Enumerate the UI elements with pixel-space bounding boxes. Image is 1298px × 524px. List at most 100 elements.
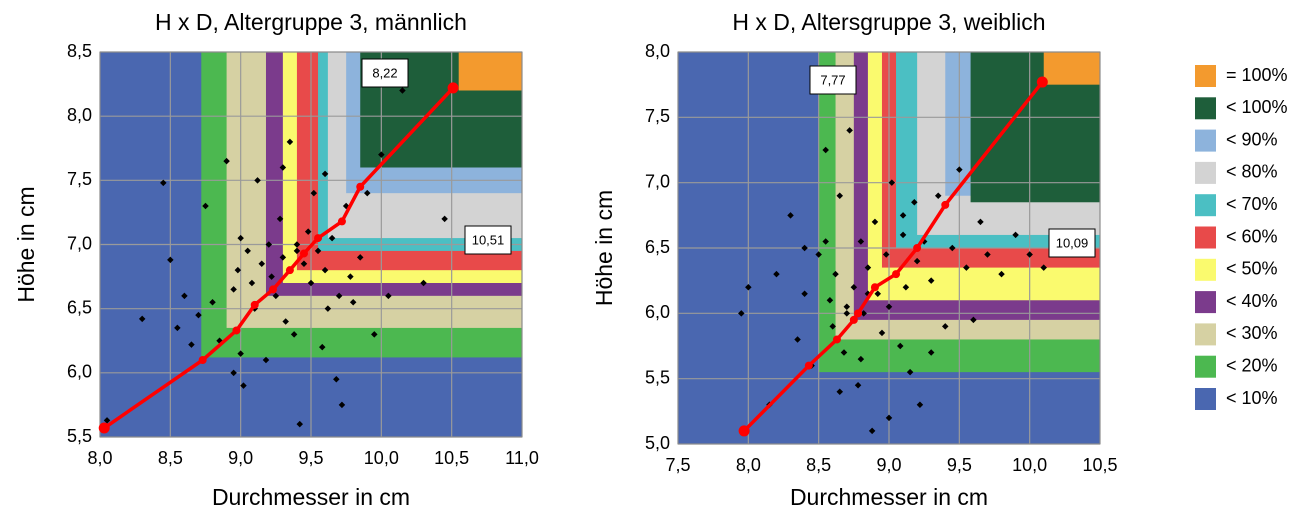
scatter-point: [321, 170, 329, 178]
x-tick-label: 11,0: [505, 448, 539, 468]
scatter-point: [319, 343, 326, 351]
scatter-point: [977, 218, 984, 226]
scatter-point: [272, 292, 280, 300]
legend-swatch: [1195, 194, 1216, 217]
scatter-point: [836, 388, 844, 395]
scatter-point: [328, 234, 336, 242]
legend-label: < 50%: [1226, 259, 1278, 279]
scatter-point: [293, 241, 301, 248]
chart: 8,0 8,5 9,0 9,5 10,0 10,5 11,0 5,5 6,0 6,5 7,0 7,5 8…: [13, 9, 539, 510]
scatter-point: [1012, 231, 1019, 239]
scatter-point: [202, 202, 209, 210]
scatter-point: [265, 241, 273, 248]
x-tick-label: 10,0: [364, 448, 399, 468]
annotation: 7,77: [820, 72, 845, 87]
x-tick-label: 10,5: [1082, 455, 1117, 475]
line-point: [285, 266, 294, 275]
x-axis-label: Durchmesser in cm: [790, 484, 988, 510]
line-point: [198, 356, 207, 364]
scatter-point: [279, 254, 287, 261]
y-tick-label: 5,5: [67, 426, 92, 446]
legend-label: < 20%: [1226, 355, 1278, 375]
scatter-point: [300, 260, 308, 268]
scatter-point: [237, 234, 244, 242]
scatter-point: [223, 157, 230, 165]
scatter-point: [854, 381, 862, 389]
legend-swatch: [1195, 129, 1216, 152]
legend-label: = 100%: [1226, 65, 1288, 85]
legend-label: < 70%: [1226, 194, 1278, 214]
scatter-point: [248, 279, 256, 287]
scatter-point: [934, 192, 942, 199]
scatter-point: [279, 164, 287, 171]
y-tick-label: 5,5: [645, 367, 670, 387]
legend-swatch: [1195, 65, 1216, 87]
scatter-point: [181, 292, 188, 300]
x-tick-label: 9,0: [876, 455, 901, 475]
scatter-point: [963, 264, 970, 271]
line-point: [738, 425, 750, 437]
scatter-point: [195, 311, 202, 319]
scatter-point: [822, 146, 829, 154]
scatter-point: [956, 166, 963, 173]
x-tick-label: 9,5: [947, 455, 972, 475]
line-point: [1036, 76, 1048, 88]
line-point: [299, 249, 308, 258]
chart: 7,5 8,0 8,5 9,0 9,5 10,0 10,5 5,0 5,5 6,0 6,5 7,0 7,…: [591, 9, 1117, 510]
legend-swatch: [1195, 323, 1216, 346]
legend: = 100% < 100% < 90% < 80% < 70% < 60% < 50% < 4…: [1195, 65, 1288, 410]
scatter-point: [906, 368, 914, 376]
annotation: 8,22: [372, 65, 397, 80]
trend-line: [742, 80, 1044, 433]
y-tick-label: 6,0: [67, 362, 92, 382]
legend-swatch: [1195, 97, 1216, 120]
scatter-point: [927, 277, 935, 284]
scatter-point: [829, 323, 836, 330]
line-point: [356, 182, 365, 191]
scatter-point: [836, 192, 844, 199]
scatter-point: [209, 298, 216, 306]
legend-label: < 10%: [1226, 388, 1278, 408]
scatter-point: [885, 303, 893, 311]
scatter-point: [885, 414, 893, 422]
scatter-point: [846, 127, 853, 134]
x-tick-label: 9,5: [298, 448, 323, 468]
scatter-point: [335, 292, 343, 300]
y-tick-label: 6,5: [645, 237, 670, 257]
scatter-point: [738, 310, 745, 317]
scatter-point: [321, 266, 329, 274]
chart-title: H x D, Altersgruppe 3, weiblich: [732, 9, 1045, 35]
scatter-point: [822, 238, 829, 245]
scatter-point: [868, 427, 876, 435]
scatter-point: [347, 273, 354, 280]
scatter-point: [970, 316, 977, 324]
legend-label: < 40%: [1226, 291, 1278, 311]
scatter-point: [850, 283, 858, 291]
x-tick-label: 7,5: [665, 455, 690, 475]
scatter-point: [832, 270, 839, 278]
scatter-point: [787, 212, 794, 219]
scatter-point: [840, 349, 848, 356]
y-tick-label: 7,5: [645, 106, 670, 126]
scatter-point: [268, 273, 275, 280]
line-point: [854, 309, 863, 318]
scatter-point: [984, 251, 991, 258]
scatter-point: [296, 420, 303, 428]
scatter-point: [801, 244, 808, 252]
line-point: [314, 234, 323, 243]
scatter-point: [258, 260, 266, 268]
line-point: [98, 422, 110, 434]
scatter-point: [240, 382, 247, 389]
plot-border: [677, 51, 1101, 445]
scatter-point: [441, 215, 448, 223]
scatter-point: [857, 355, 865, 363]
line-point: [447, 82, 459, 94]
scatter-point: [282, 318, 289, 325]
y-tick-label: 8,0: [67, 105, 92, 125]
annotation-box: [464, 225, 512, 255]
scatter-point: [874, 290, 881, 297]
legend-swatch: [1195, 388, 1216, 410]
y-tick-label: 6,0: [645, 302, 670, 322]
line-point: [250, 300, 259, 309]
